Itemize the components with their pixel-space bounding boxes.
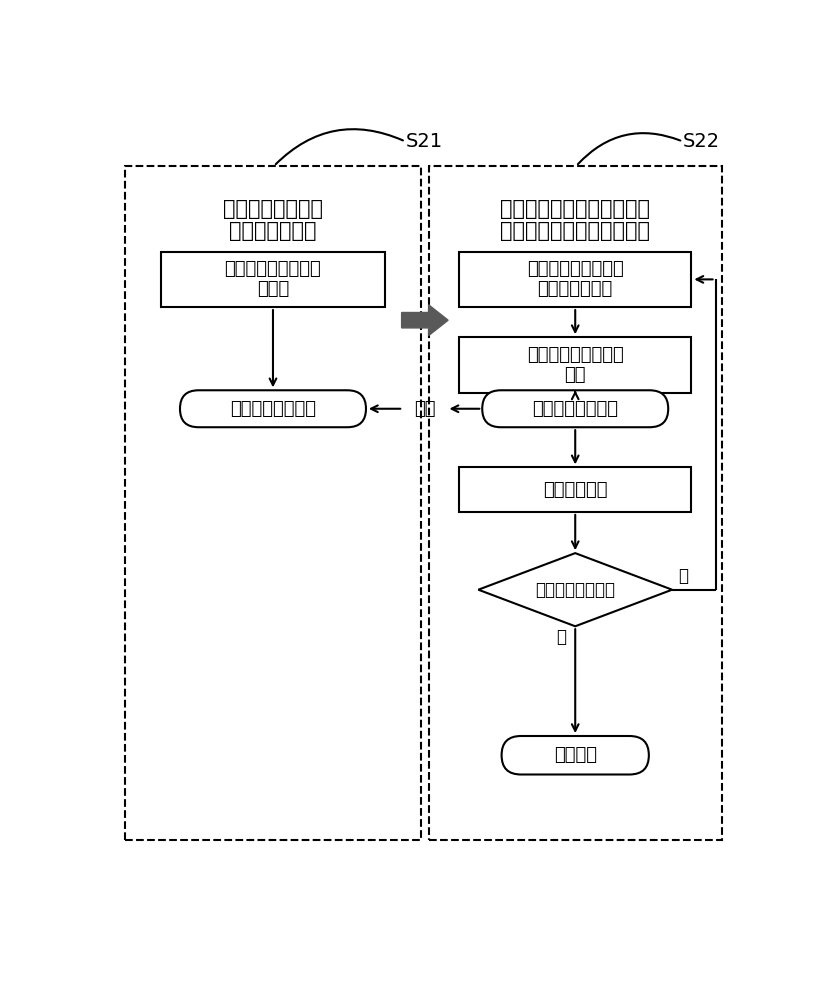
Text: 荷预测: 荷预测 <box>257 280 289 298</box>
Text: 次侧流量目标值: 次侧流量目标值 <box>230 221 316 241</box>
FancyBboxPatch shape <box>501 736 649 774</box>
Bar <box>459 467 691 512</box>
Bar <box>429 166 722 840</box>
Text: 一次侧流量目标值: 一次侧流量目标值 <box>230 400 316 418</box>
Text: 模拟: 模拟 <box>564 366 586 384</box>
FancyBboxPatch shape <box>482 390 668 427</box>
FancyBboxPatch shape <box>180 390 366 427</box>
Text: 通过预测模型进行预: 通过预测模型进行预 <box>527 346 624 364</box>
Polygon shape <box>478 553 672 626</box>
Text: 最优方案: 最优方案 <box>553 746 596 764</box>
Text: 是: 是 <box>556 628 567 646</box>
Text: S22: S22 <box>683 132 720 151</box>
Text: 采用预测模型对一级热网中: 采用预测模型对一级热网中 <box>501 199 650 219</box>
Bar <box>160 252 386 307</box>
Polygon shape <box>401 305 449 336</box>
Text: 泵、阀的运行方式进行寻优: 泵、阀的运行方式进行寻优 <box>501 221 650 241</box>
Text: 开度的调节方案: 开度的调节方案 <box>538 280 613 298</box>
Text: 产生不同泵转速和阀: 产生不同泵转速和阀 <box>527 260 624 278</box>
Text: S21: S21 <box>406 132 443 151</box>
Bar <box>125 166 421 840</box>
Bar <box>459 337 691 393</box>
Text: 对各热力站进行热负: 对各热力站进行热负 <box>225 260 321 278</box>
Text: 比较: 比较 <box>414 400 435 418</box>
Text: 是否达到迭代代数: 是否达到迭代代数 <box>535 581 615 599</box>
Text: 热负荷预测得出一: 热负荷预测得出一 <box>223 199 323 219</box>
Bar <box>459 252 691 307</box>
Text: 优化方案评价: 优化方案评价 <box>543 481 607 499</box>
Text: 一次侧流量模拟值: 一次侧流量模拟值 <box>532 400 618 418</box>
Text: 否: 否 <box>678 567 688 585</box>
